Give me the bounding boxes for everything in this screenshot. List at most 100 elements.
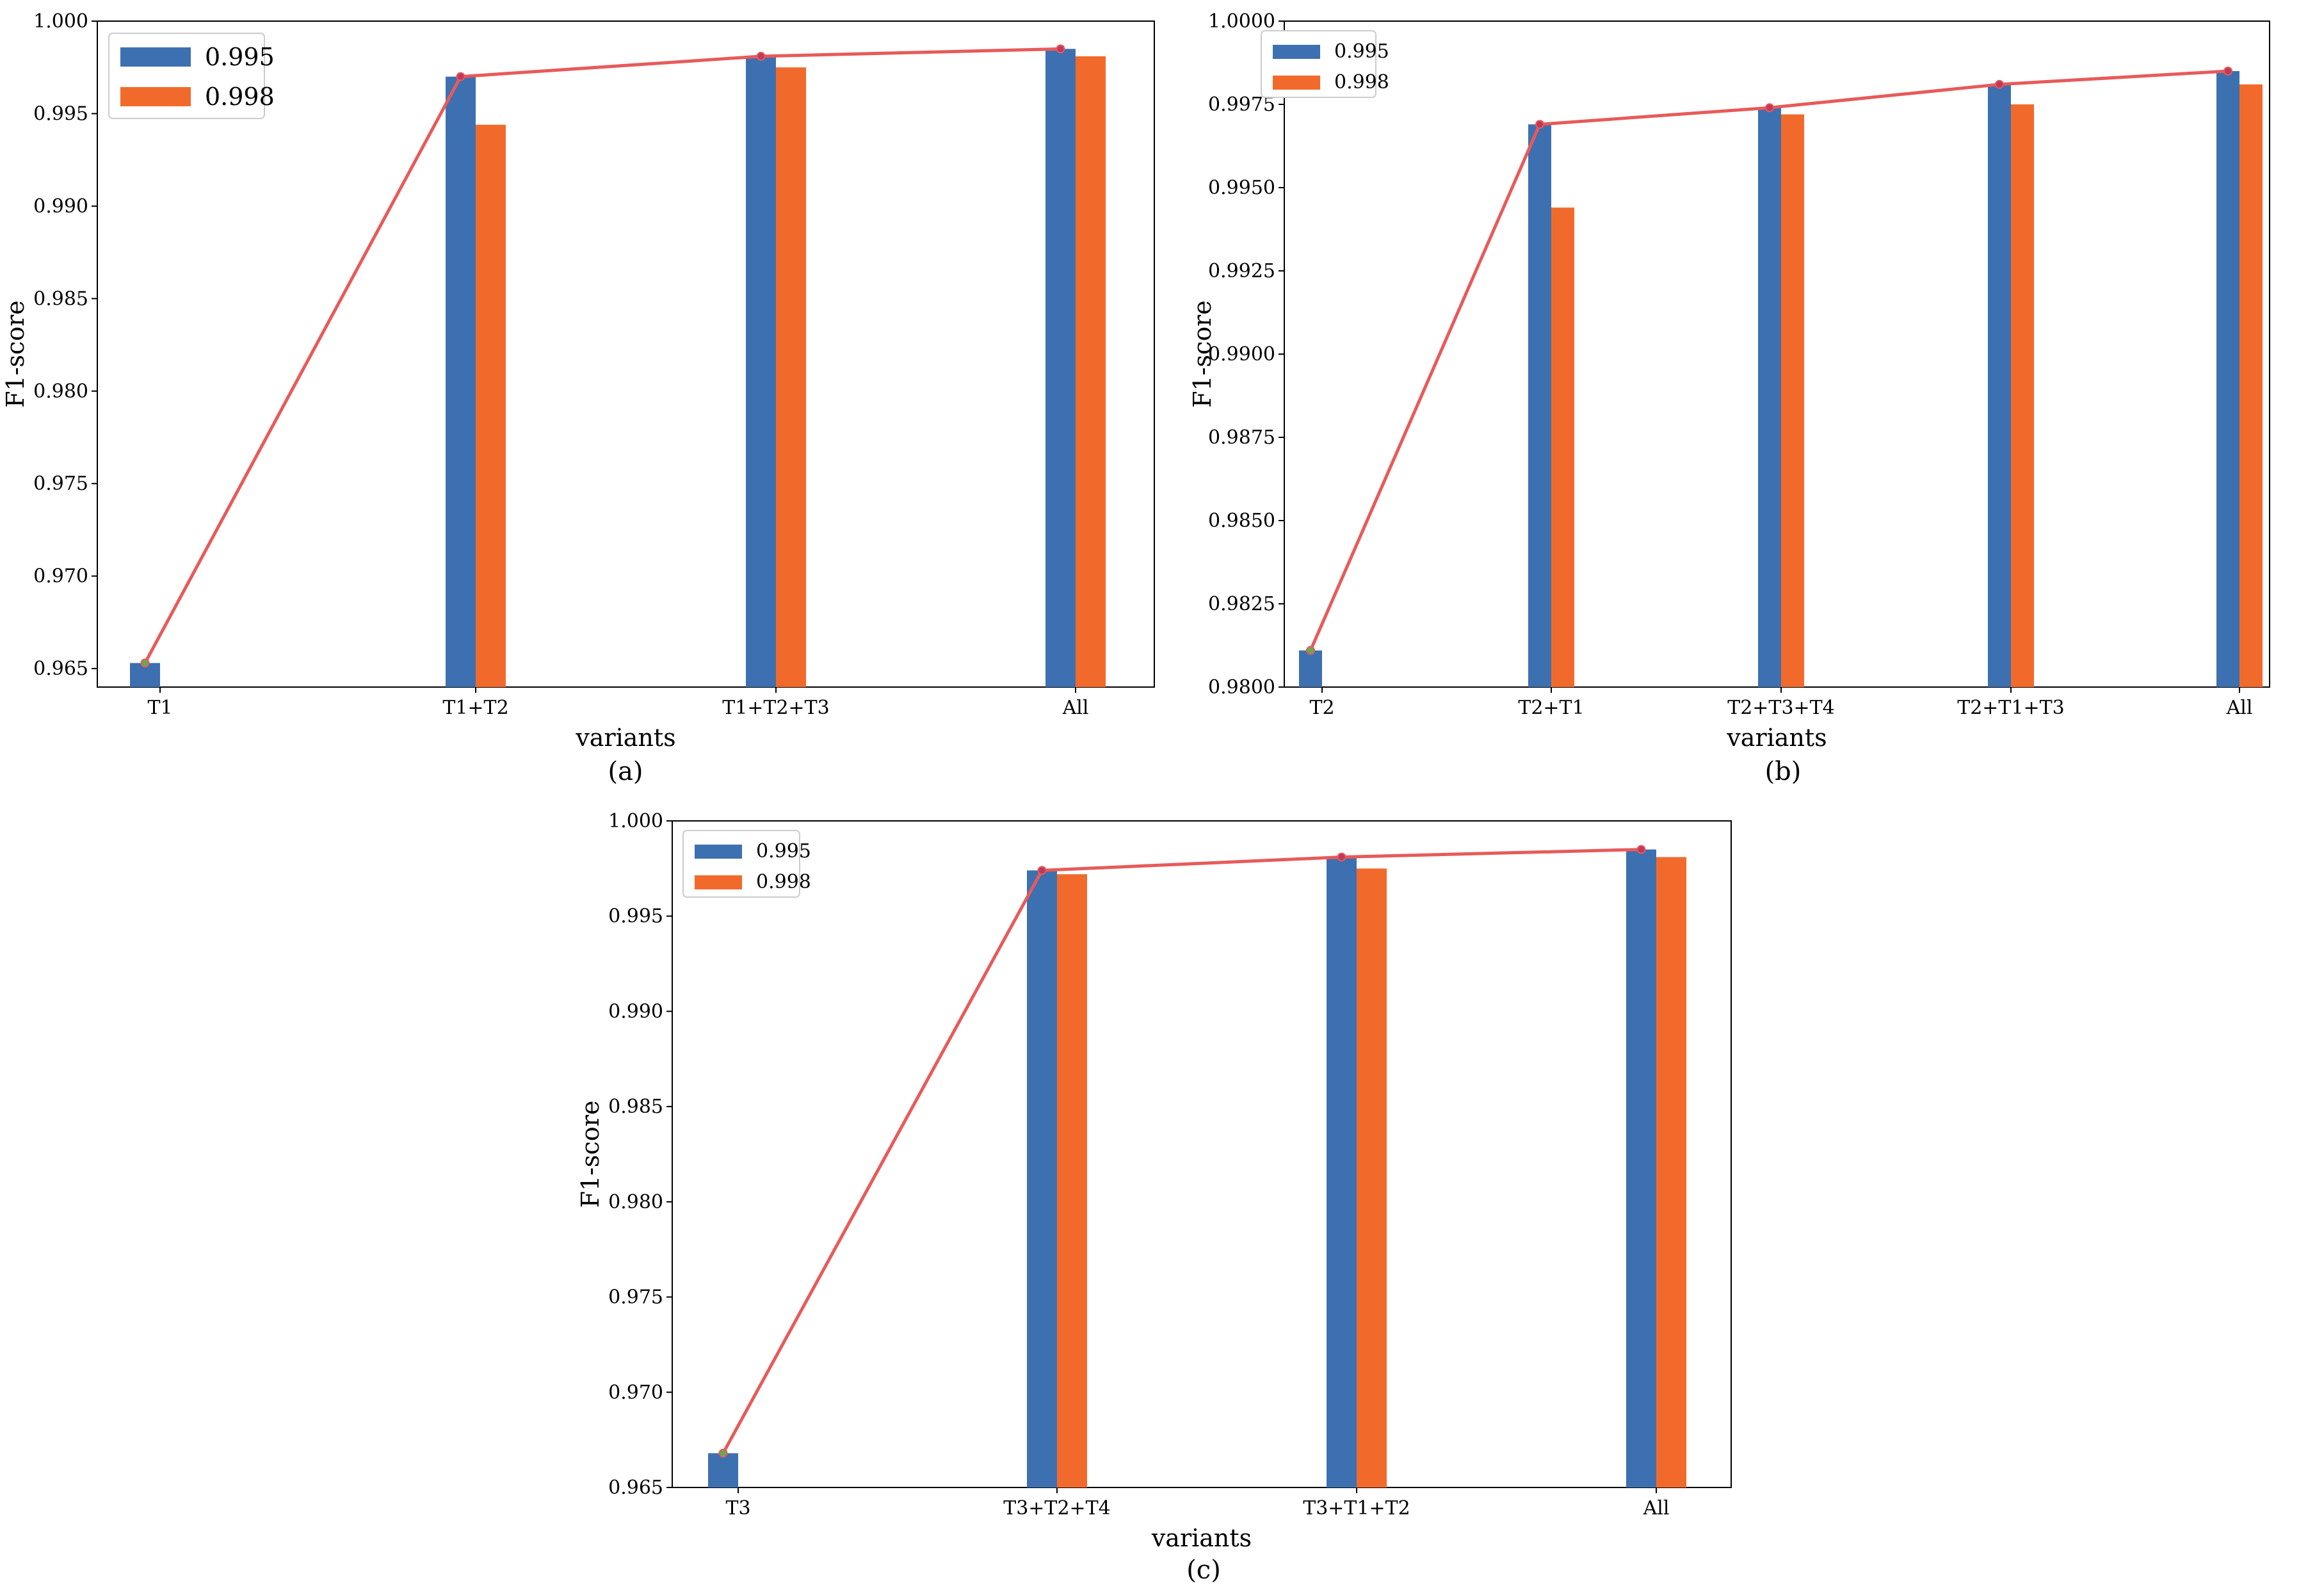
bar-c-s1-0	[708, 1453, 738, 1487]
y-tick-label: 1.000	[608, 810, 663, 832]
legend-label: 0.998	[1334, 71, 1389, 93]
y-tick-label: 0.9850	[1208, 510, 1275, 532]
trend-point-b-0	[1306, 645, 1315, 655]
bar-b-s2-2	[1781, 114, 1804, 688]
x-tick-label: T1+T2+T3	[722, 697, 830, 719]
x-tick-label: All	[1643, 1497, 1670, 1519]
x-tick-label: All	[1062, 697, 1089, 719]
y-tick-label: 0.995	[608, 905, 663, 928]
trend-point-c-1	[1037, 866, 1047, 875]
x-tick-label: T2+T1	[1518, 697, 1584, 719]
x-tick-label: T2	[1309, 697, 1334, 719]
legend: 0.995 0.998	[682, 830, 811, 898]
legend-swatch	[695, 875, 742, 889]
trend-point-c-2	[1337, 852, 1346, 862]
bar-c-s1-2	[1327, 857, 1357, 1487]
trend-point-a-3	[1056, 44, 1065, 54]
y-tick-label: 0.995	[33, 102, 88, 125]
trend-point-c-3	[1636, 845, 1646, 854]
legend-swatch	[120, 47, 191, 67]
x-tick-label: T3	[725, 1497, 750, 1519]
bar-b-s2-4	[2239, 84, 2263, 688]
trend-point-b-1	[1535, 120, 1544, 129]
legend-swatch	[695, 845, 742, 859]
plot-frame	[672, 820, 1732, 1488]
legend-label: 0.995	[205, 43, 275, 71]
y-tick-label: 1.0000	[1208, 10, 1275, 33]
y-tick-label: 0.990	[33, 195, 88, 218]
bar-c-s1-3	[1626, 849, 1656, 1487]
x-tick-label: T2+T1+T3	[1957, 697, 2065, 719]
trend-point-b-4	[2223, 67, 2232, 76]
trend-point-c-0	[718, 1448, 728, 1458]
bar-c-s2-3	[1656, 857, 1686, 1487]
y-tick-label: 0.9950	[1208, 177, 1275, 199]
legend-swatch	[120, 87, 191, 106]
x-tick-label: T3+T1+T2	[1303, 1497, 1410, 1519]
legend-label: 0.998	[756, 871, 811, 893]
bar-c-s2-2	[1357, 868, 1387, 1487]
bar-b-s1-2	[1758, 108, 1781, 687]
y-axis-label: F1-score	[576, 1101, 604, 1208]
legend-label: 0.998	[205, 83, 275, 111]
plot-frame	[97, 20, 1155, 688]
y-tick-label: 0.975	[33, 473, 88, 495]
x-tick-label: T3+T2+T4	[1003, 1497, 1111, 1519]
bar-a-s1-2	[746, 56, 776, 687]
legend-label: 0.995	[756, 840, 811, 863]
bar-b-s1-1	[1528, 124, 1551, 687]
x-axis-label: variants	[575, 724, 675, 752]
y-tick-label: 0.9900	[1208, 343, 1275, 366]
y-tick-label: 0.965	[608, 1477, 663, 1499]
bar-b-s2-1	[1551, 207, 1574, 687]
x-axis-label: variants	[1151, 1524, 1252, 1552]
trend-line-c	[722, 848, 1642, 1454]
trend-point-b-2	[1765, 103, 1774, 113]
trend-point-a-0	[140, 658, 150, 668]
y-tick-label: 0.9800	[1208, 676, 1275, 699]
trend-point-a-1	[456, 72, 465, 81]
legend: 0.995 0.998	[1261, 30, 1389, 98]
x-tick-label: T1	[147, 697, 172, 719]
y-tick-label: 0.970	[33, 565, 88, 588]
y-tick-label: 0.9825	[1208, 593, 1275, 615]
chart-panel-b: 0.9800 0.9825 0.9850 0.9875 0.9900 0.9925 0.99…	[1188, 10, 2270, 786]
y-tick-label: 1.000	[33, 10, 88, 33]
y-axis-label: F1-score	[1188, 300, 1216, 408]
legend-label: 0.995	[1334, 40, 1389, 63]
panel-caption: (b)	[1765, 757, 1802, 786]
y-tick-label: 0.970	[608, 1381, 663, 1404]
bar-c-s1-1	[1027, 870, 1057, 1487]
y-tick-label: 0.980	[608, 1191, 663, 1213]
bar-a-s1-1	[446, 76, 476, 687]
bar-a-s2-3	[1076, 56, 1106, 687]
y-tick-label: 0.965	[33, 658, 88, 680]
y-tick-label: 0.9875	[1208, 426, 1275, 449]
x-tick-label: All	[2226, 697, 2253, 719]
chart-panel-a: 0.965 0.970 0.975 0.980 0.985 0.990 0.995 1.000…	[1, 10, 1155, 786]
bar-b-s2-3	[2011, 104, 2034, 687]
y-axis-label: F1-score	[1, 300, 29, 408]
bar-c-s2-1	[1057, 874, 1087, 1487]
trend-line-a	[143, 47, 1061, 664]
legend: 0.995 0.998	[108, 33, 275, 119]
x-tick-label: T2+T3+T4	[1727, 697, 1835, 719]
y-tick-label: 0.975	[608, 1286, 663, 1309]
bar-a-s1-3	[1045, 49, 1076, 688]
y-tick-label: 0.980	[33, 380, 88, 403]
panel-caption: (c)	[1186, 1555, 1221, 1585]
bar-b-s1-3	[1988, 84, 2011, 688]
y-tick-label: 0.985	[608, 1096, 663, 1118]
y-tick-label: 0.9925	[1208, 260, 1275, 282]
panel-caption: (a)	[608, 757, 643, 786]
chart-panel-c: 0.965 0.970 0.975 0.980 0.985 0.990 0.995 1.000…	[576, 810, 1732, 1585]
bar-a-s2-2	[776, 67, 806, 687]
y-tick-label: 0.985	[33, 288, 88, 310]
x-axis-label: variants	[1726, 724, 1827, 752]
legend-swatch	[1273, 45, 1320, 59]
y-tick-label: 0.990	[608, 1000, 663, 1023]
trend-point-a-2	[756, 51, 766, 61]
bar-b-s1-0	[1299, 650, 1322, 687]
trend-point-b-3	[1995, 79, 2004, 89]
